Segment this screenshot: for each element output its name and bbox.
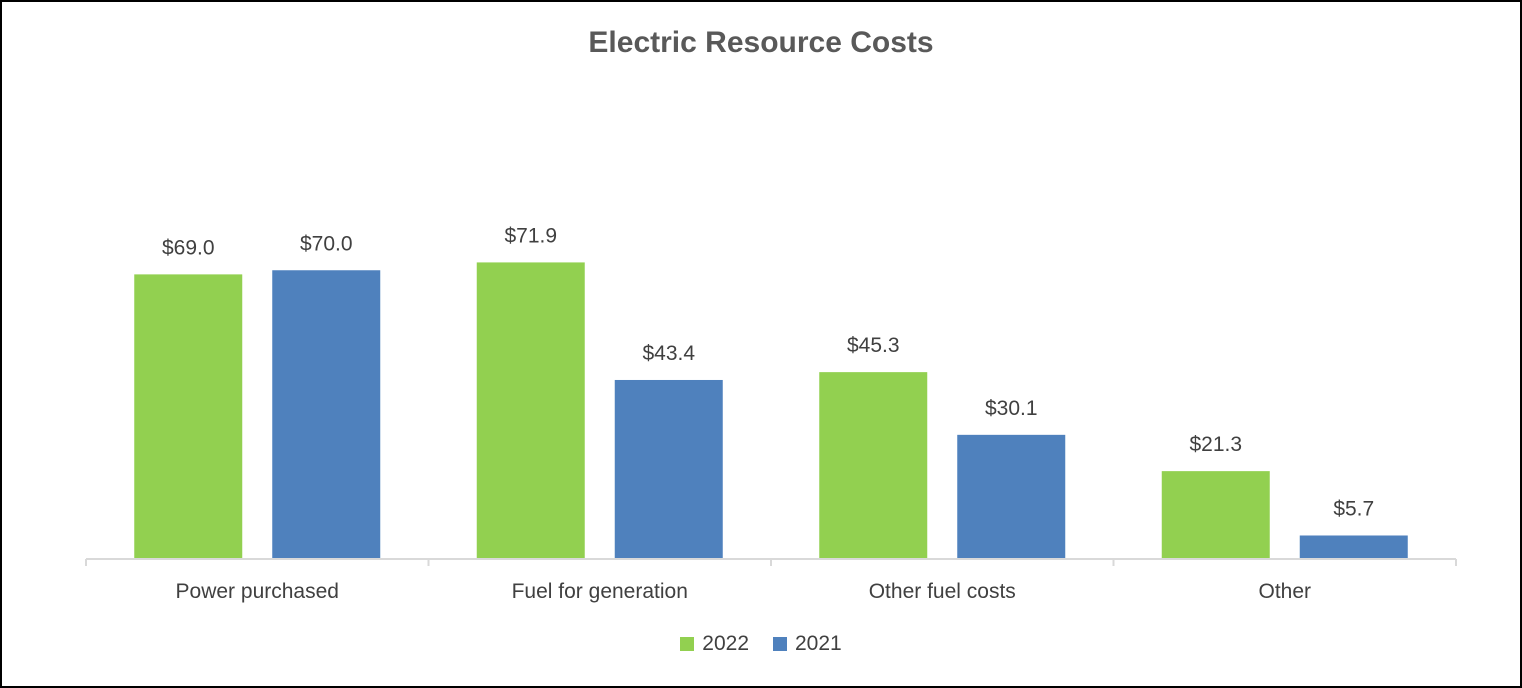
category-label-other-fuel-costs: Other fuel costs xyxy=(869,580,1016,603)
data-label-other-2021: $5.7 xyxy=(1333,497,1374,520)
data-label-power-purchased-2021: $70.0 xyxy=(300,232,353,255)
bar-other-fuel-costs-2021 xyxy=(957,434,1066,559)
legend-item-2022: 2022 xyxy=(680,632,749,656)
data-label-other-2022: $21.3 xyxy=(1189,433,1242,456)
data-label-fuel-for-generation-2021: $43.4 xyxy=(642,342,695,365)
bar-fuel-for-generation-2022 xyxy=(476,262,585,559)
data-label-other-fuel-costs-2021: $30.1 xyxy=(985,397,1038,420)
bars-layer xyxy=(134,262,1408,559)
category-label-other: Other xyxy=(1258,580,1311,603)
legend: 2022 2021 xyxy=(0,632,1522,656)
category-label-power-purchased: Power purchased xyxy=(176,580,339,603)
category-label-fuel-for-generation: Fuel for generation xyxy=(512,580,688,603)
data-label-other-fuel-costs-2022: $45.3 xyxy=(847,334,900,357)
data-label-power-purchased-2022: $69.0 xyxy=(162,236,215,259)
legend-label-2022: 2022 xyxy=(702,632,749,655)
chart-title: Electric Resource Costs xyxy=(588,26,934,59)
bar-other-2021 xyxy=(1299,535,1408,559)
legend-item-2021: 2021 xyxy=(773,632,842,656)
bar-power-purchased-2021 xyxy=(272,270,381,559)
legend-swatch-2021 xyxy=(773,637,787,651)
legend-label-2021: 2021 xyxy=(795,632,842,655)
x-axis-layer: Power purchased Fuel for generation Other … xyxy=(85,558,1457,603)
bar-power-purchased-2022 xyxy=(134,274,243,559)
data-labels-layer: $69.0 $70.0 $71.9 $43.4 $45.3 $30.1 $21.3 $5.7 xyxy=(162,224,1374,520)
legend-swatch-2022 xyxy=(680,637,695,651)
bar-fuel-for-generation-2021 xyxy=(614,379,723,559)
bar-other-2022 xyxy=(1161,471,1270,559)
data-label-fuel-for-generation-2022: $71.9 xyxy=(504,224,557,247)
bar-other-fuel-costs-2022 xyxy=(819,372,928,559)
